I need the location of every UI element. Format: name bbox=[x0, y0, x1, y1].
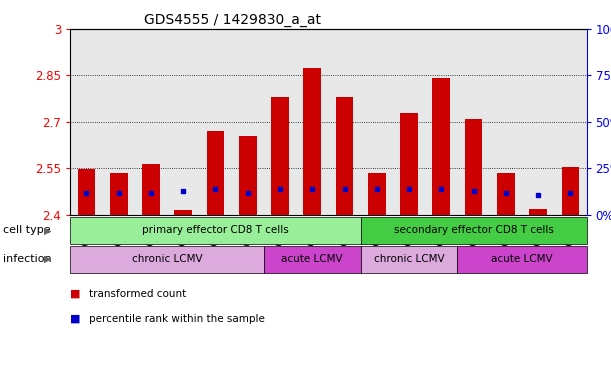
Bar bbox=[562, 167, 579, 215]
Text: chronic LCMV: chronic LCMV bbox=[132, 254, 202, 264]
Bar bbox=[368, 173, 386, 215]
Bar bbox=[400, 113, 418, 215]
Bar bbox=[465, 119, 483, 215]
Text: cell type: cell type bbox=[3, 225, 51, 235]
Text: acute LCMV: acute LCMV bbox=[282, 254, 343, 264]
Text: infection: infection bbox=[3, 254, 52, 264]
Bar bbox=[529, 209, 547, 215]
Text: GDS4555 / 1429830_a_at: GDS4555 / 1429830_a_at bbox=[144, 13, 321, 27]
Text: ■: ■ bbox=[70, 314, 81, 324]
Text: secondary effector CD8 T cells: secondary effector CD8 T cells bbox=[393, 225, 554, 235]
Bar bbox=[271, 97, 289, 215]
Text: ▶: ▶ bbox=[44, 225, 51, 235]
Text: primary effector CD8 T cells: primary effector CD8 T cells bbox=[142, 225, 289, 235]
Bar bbox=[304, 68, 321, 215]
Text: ▶: ▶ bbox=[44, 254, 51, 264]
Text: percentile rank within the sample: percentile rank within the sample bbox=[89, 314, 265, 324]
Bar bbox=[497, 173, 514, 215]
Bar bbox=[207, 131, 224, 215]
Bar bbox=[239, 136, 257, 215]
Bar bbox=[78, 169, 95, 215]
Text: chronic LCMV: chronic LCMV bbox=[374, 254, 444, 264]
Text: ■: ■ bbox=[70, 289, 81, 299]
Bar bbox=[433, 78, 450, 215]
Text: acute LCMV: acute LCMV bbox=[491, 254, 553, 264]
Bar bbox=[174, 210, 192, 215]
Bar bbox=[110, 173, 128, 215]
Bar bbox=[142, 164, 160, 215]
Text: transformed count: transformed count bbox=[89, 289, 186, 299]
Bar bbox=[335, 97, 353, 215]
